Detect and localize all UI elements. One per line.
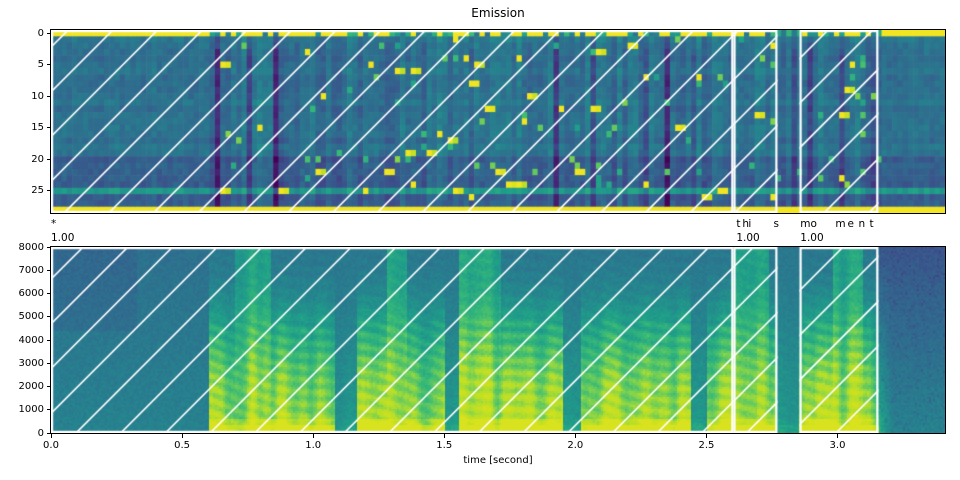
x-axis-label: time [second] (463, 455, 533, 466)
emission-y-tick-mark (47, 32, 51, 34)
time-x-tick-mark (181, 434, 183, 438)
spectrogram-y-tick-mark (47, 246, 51, 248)
time-x-tick-label: 1.5 (436, 440, 453, 451)
emission-y-tick-mark (47, 190, 51, 192)
spectrogram-y-tick-mark (47, 316, 51, 318)
time-x-tick-mark (443, 434, 445, 438)
spectrogram-y-tick-label: 1000 (18, 404, 44, 416)
token-char-label: * (51, 218, 57, 230)
spectrogram-y-tick-mark (47, 362, 51, 364)
time-x-tick-label: 0.0 (43, 440, 59, 451)
token-char-label: m (800, 218, 811, 230)
emission-y-tick-mark (47, 127, 51, 129)
emission-plot-title: Emission (471, 6, 525, 20)
time-x-tick-mark (837, 434, 838, 438)
spectrogram-y-tick-label: 4000 (18, 334, 44, 346)
emission-y-tick-mark (47, 64, 51, 66)
word-score-label: 1.00 (800, 232, 824, 244)
token-char-label: t (736, 218, 741, 230)
time-x-tick-mark (50, 434, 52, 438)
token-char-label: m (835, 218, 846, 230)
emission-y-tick-label: 0 (37, 27, 44, 39)
spectrogram-heatmap-canvas (51, 247, 945, 433)
time-x-tick-mark (312, 434, 314, 438)
spectrogram-y-tick-mark (47, 269, 51, 271)
emission-y-tick-label: 10 (31, 90, 44, 102)
time-x-tick-mark (574, 434, 576, 438)
spectrogram-y-tick-mark (47, 386, 51, 387)
emission-heatmap-canvas (51, 30, 945, 213)
word-score-label: 1.00 (51, 232, 75, 244)
token-char-label: i (748, 218, 752, 230)
time-x-tick-label: 1.0 (305, 440, 322, 451)
spectrogram-y-tick-mark (47, 409, 51, 411)
time-x-tick-label: 2.0 (567, 440, 584, 451)
emission-y-tick-mark (47, 158, 51, 160)
time-x-tick-label: 3.0 (829, 440, 846, 451)
token-char-label: o (810, 218, 817, 230)
spectrogram-y-tick-label: 3000 (18, 357, 44, 369)
spectrogram-y-tick-label: 8000 (18, 241, 44, 253)
token-char-label: n (858, 218, 866, 230)
emission-axes (50, 29, 946, 214)
emission-y-tick-label: 20 (31, 153, 44, 165)
time-x-tick-label: 2.5 (698, 440, 715, 451)
spectrogram-axes (50, 246, 946, 434)
emission-y-tick-label: 15 (31, 122, 44, 134)
spectrogram-y-tick-label: 7000 (18, 264, 44, 276)
spectrogram-y-tick-mark (47, 339, 51, 341)
token-char-label: s (773, 218, 780, 230)
emission-y-tick-label: 25 (31, 185, 44, 197)
token-char-label: h (742, 218, 749, 230)
spectrogram-y-tick-mark (47, 293, 51, 294)
spectrogram-y-tick-label: 0 (37, 427, 44, 439)
word-score-label: 1.00 (736, 232, 760, 244)
emission-y-tick-label: 5 (37, 59, 44, 71)
spectrogram-y-tick-mark (47, 432, 51, 434)
time-x-tick-label: 0.5 (174, 440, 191, 451)
spectrogram-y-tick-label: 6000 (18, 288, 44, 299)
token-char-label: e (847, 218, 854, 230)
spectrogram-y-tick-label: 5000 (18, 311, 44, 323)
emission-y-tick-mark (47, 95, 51, 97)
spectrogram-y-tick-label: 2000 (18, 381, 44, 392)
token-char-label: t (869, 218, 874, 230)
time-x-tick-mark (705, 434, 707, 438)
